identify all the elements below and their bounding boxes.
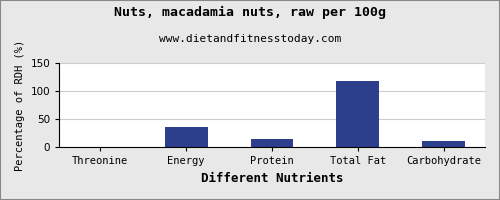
- Y-axis label: Percentage of RDH (%): Percentage of RDH (%): [15, 40, 25, 171]
- X-axis label: Different Nutrients: Different Nutrients: [201, 172, 344, 185]
- Bar: [422, 141, 466, 147]
- Bar: [250, 139, 294, 147]
- Bar: [164, 127, 208, 147]
- Text: www.dietandfitnesstoday.com: www.dietandfitnesstoday.com: [159, 34, 341, 44]
- Text: Nuts, macadamia nuts, raw per 100g: Nuts, macadamia nuts, raw per 100g: [114, 6, 386, 19]
- Bar: [336, 81, 380, 147]
